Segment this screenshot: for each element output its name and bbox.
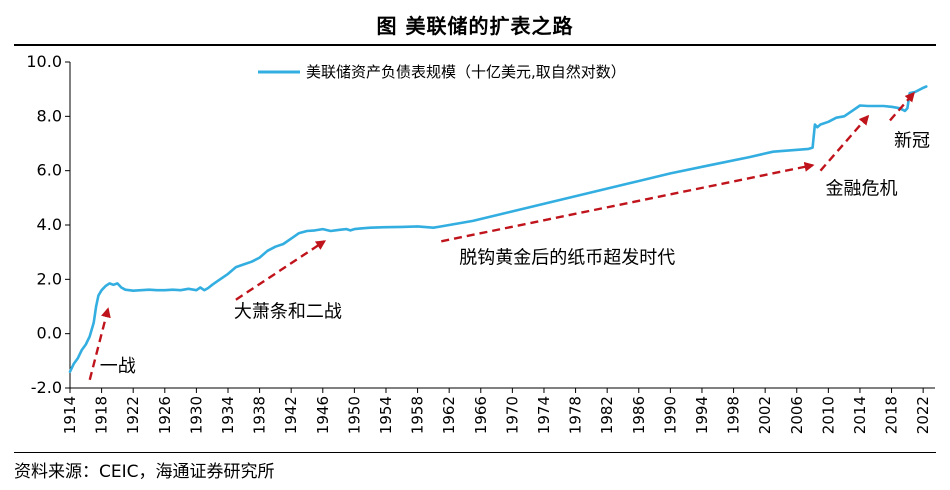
legend: 美联储资产负债表规模（十亿美元,取自然对数） — [258, 63, 626, 81]
y-tick-label: 8.0 — [37, 106, 62, 125]
annotation-arrow — [235, 240, 327, 301]
y-tick-label: 2.0 — [37, 269, 62, 288]
y-tick-label: -2.0 — [31, 378, 62, 397]
x-tick-label: 2018 — [883, 396, 901, 434]
y-tick-label: 4.0 — [37, 215, 62, 234]
x-tick-label: 2002 — [756, 396, 774, 434]
x-tick-label: 2014 — [851, 396, 869, 434]
source-note: 资料来源：CEIC，海通证券研究所 — [14, 462, 275, 482]
x-tick-label: 1930 — [187, 396, 205, 434]
x-tick-label: 1998 — [725, 396, 743, 434]
annotation-arrow — [819, 114, 870, 172]
x-tick-label: 1946 — [314, 396, 332, 434]
axes-group — [69, 62, 935, 389]
series-group — [68, 85, 928, 374]
x-tick-label: 1974 — [535, 396, 553, 434]
x-tick-label: 1986 — [630, 396, 648, 434]
annotation-arrow — [889, 91, 915, 122]
chart-title: 图 美联储的扩表之路 — [376, 14, 574, 38]
annotation-label: 大萧条和二战 — [234, 302, 342, 323]
y-axis-ticks: 10.0 8.0 6.0 4.0 2.0 0.0 -2.0 — [26, 52, 70, 397]
x-tick-label: 1962 — [440, 396, 458, 434]
x-tick-label: 1982 — [598, 396, 616, 434]
x-tick-label: 1990 — [661, 396, 679, 434]
x-tick-label: 1922 — [124, 396, 142, 434]
legend-label: 美联储资产负债表规模（十亿美元,取自然对数） — [306, 63, 626, 81]
annotation-label: 脱钩黄金后的纸币超发时代 — [459, 247, 675, 268]
y-tick-label: 6.0 — [37, 161, 62, 180]
x-tick-label: 1954 — [377, 396, 395, 434]
x-tick-label: 1970 — [503, 396, 521, 434]
x-tick-label: 1938 — [251, 396, 269, 434]
x-tick-label: 2022 — [914, 396, 932, 434]
source-rule — [14, 452, 936, 453]
annotations-group: 一战 大萧条和二战 脱钩黄金后的纸币超发时代 金融危机 新冠 — [88, 91, 930, 381]
y-tick-label: 10.0 — [26, 52, 62, 71]
series-line — [68, 85, 928, 374]
x-tick-label: 2010 — [819, 396, 837, 434]
title-rule — [14, 44, 936, 46]
annotation-label: 一战 — [100, 356, 136, 377]
x-tick-label: 1950 — [345, 396, 363, 434]
x-tick-label: 1926 — [156, 396, 174, 434]
x-tick-label: 1942 — [282, 396, 300, 434]
x-tick-label: 1978 — [567, 396, 585, 434]
annotation-label: 金融危机 — [825, 179, 897, 200]
x-tick-label: 1994 — [693, 396, 711, 434]
x-tick-label: 1934 — [219, 396, 237, 434]
x-tick-label: 1918 — [93, 396, 111, 434]
x-tick-label: 1966 — [472, 396, 490, 434]
annotation-label: 新冠 — [894, 130, 930, 151]
x-tick-label: 2006 — [788, 396, 806, 434]
x-axis-ticks: 1914 1918 1922 1926 1930 1934 1938 1942 1946 1950… — [61, 388, 932, 434]
annotation-arrow — [441, 161, 815, 243]
x-tick-label: 1958 — [409, 396, 427, 434]
y-tick-label: 0.0 — [37, 324, 62, 343]
x-tick-label: 1914 — [61, 396, 79, 434]
